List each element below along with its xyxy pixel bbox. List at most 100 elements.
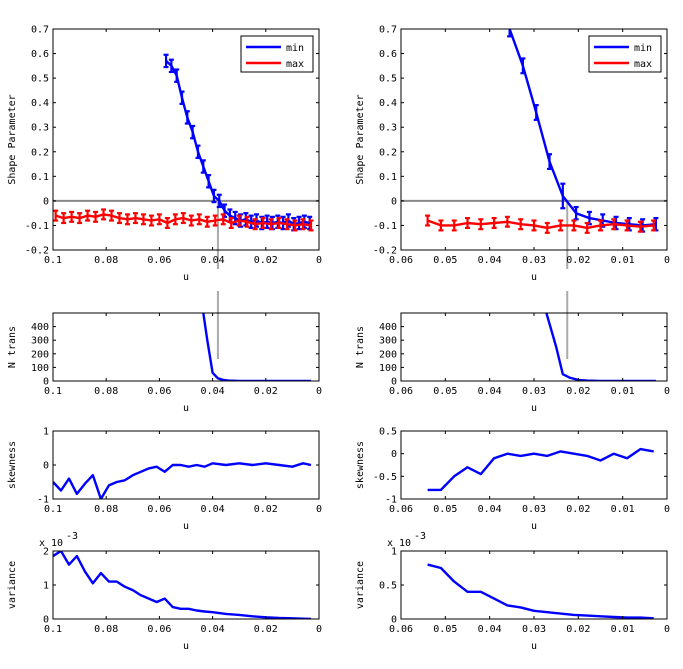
legend-box: [240, 35, 314, 73]
y-tick-label: 0.1: [31, 172, 49, 183]
x-tick-label: 0.04: [201, 624, 225, 635]
y-tick-label: 0.5: [379, 74, 397, 85]
error-bar: [276, 216, 282, 229]
x-tick-label: 0.08: [94, 255, 118, 266]
x-tick-label: 0.04: [478, 255, 502, 266]
error-bar: [560, 182, 566, 210]
x-tick-label: 0.04: [201, 255, 225, 266]
error-bar: [584, 221, 590, 234]
y-tick-label: -1: [37, 495, 49, 506]
legend-label-min: min: [286, 43, 304, 54]
y-tick-label: 400: [31, 322, 49, 333]
x-tick-label: 0.05: [433, 624, 457, 635]
error-bar: [520, 57, 526, 75]
x-tick-label: 0: [664, 386, 670, 397]
error-bar: [268, 218, 274, 231]
y-tick-label: 300: [31, 336, 49, 347]
y-tick-label: 2: [43, 547, 49, 558]
x-tick-label: 0.1: [44, 386, 62, 397]
error-bar: [211, 188, 217, 204]
legend: min max: [240, 35, 314, 73]
error-bar: [184, 110, 190, 125]
error-bar: [180, 212, 186, 225]
x-tick-label: 0.06: [389, 504, 413, 515]
x-axis-label: u: [531, 641, 537, 652]
y-tick-label: -0.2: [373, 246, 397, 257]
x-tick-label: 0.03: [522, 624, 546, 635]
error-bar: [168, 58, 174, 74]
x-tick-label: 0.01: [611, 255, 635, 266]
panel-r1: 0.06 0.05 0.04 0.03 0.02 0.01 0 -0.2 -0.1 0 0.1 0.2…: [355, 25, 670, 284]
error-bar: [93, 210, 99, 223]
error-bar: [637, 220, 643, 233]
y-tick-label: 0.4: [379, 98, 397, 109]
error-bar: [156, 213, 162, 226]
error-bar: [284, 218, 290, 231]
x-tick-label: 0.02: [254, 624, 278, 635]
error-bar: [425, 214, 431, 227]
x-tick-label: 0.02: [566, 386, 590, 397]
y-tick-label: 0: [391, 196, 397, 207]
y-tick-label: -0.2: [25, 246, 49, 257]
y-tick-label: 0: [43, 196, 49, 207]
error-bar: [518, 218, 524, 231]
error-bar: [200, 159, 206, 174]
x-tick-label: 0.02: [566, 255, 590, 266]
x-tick-label: 0: [664, 255, 670, 266]
error-bar: [195, 144, 201, 160]
y-tick-label: 0.1: [379, 172, 397, 183]
y-tick-label: 300: [379, 336, 397, 347]
error-bar: [451, 219, 457, 232]
y-axis-label: skewness: [355, 441, 366, 489]
x-axis-label: u: [183, 641, 189, 652]
y-tick-label: 0.6: [379, 49, 397, 60]
x-tick-label: 0.08: [94, 386, 118, 397]
x-tick-label: 0.05: [433, 386, 457, 397]
x-tick-label: 0.03: [522, 255, 546, 266]
y-tick-label: 200: [379, 349, 397, 360]
axes-box: [52, 312, 320, 382]
error-bar: [204, 215, 210, 228]
series-group: [53, 462, 312, 499]
y-tick-label: -0.1: [373, 221, 397, 232]
error-bar: [598, 219, 603, 232]
legend-label-max: max: [286, 59, 304, 70]
y-axis-label: variance: [7, 561, 18, 609]
x-tick-label: 0.1: [44, 624, 62, 635]
y-tick-label: 0.6: [31, 49, 49, 60]
error-bar: [292, 219, 298, 232]
y-axis-label: variance: [355, 561, 366, 609]
series-group: [427, 563, 654, 619]
x-axis-label: u: [183, 272, 189, 283]
exponent-base: x 10: [39, 538, 63, 549]
y-tick-label: 0.5: [31, 74, 49, 85]
error-bar: [465, 216, 470, 229]
panel-l3: 0.1 0.08 0.06 0.04 0.02 0 -1 0 1 u skewness: [7, 427, 322, 533]
series-line-min: [165, 60, 310, 226]
x-tick-label: 0: [316, 255, 322, 266]
error-bar: [77, 212, 83, 225]
panel-r2: 0.06 0.05 0.04 0.03 0.02 0.01 0 0 100 200 300 400 u N…: [355, 291, 670, 414]
error-bar: [206, 174, 212, 189]
y-tick-label: 1: [391, 547, 397, 558]
x-tick-label: 0.04: [478, 386, 502, 397]
x-tick-label: 0.06: [147, 504, 171, 515]
error-bar: [101, 208, 107, 221]
y-tick-label: 0: [391, 449, 397, 460]
error-bar: [174, 68, 180, 83]
x-tick-label: 0.06: [389, 624, 413, 635]
x-tick-label: 0.06: [147, 386, 171, 397]
error-bar: [544, 221, 550, 234]
x-tick-label: 0.03: [522, 504, 546, 515]
error-bar: [188, 214, 194, 227]
error-bar: [179, 90, 185, 105]
x-tick-label: 0.02: [566, 504, 590, 515]
error-bar: [69, 210, 75, 223]
error-bar: [148, 214, 154, 227]
y-tick-label: 100: [379, 363, 397, 374]
y-tick-label: 0.5: [379, 581, 397, 592]
x-axis-label: u: [183, 403, 189, 414]
error-bar: [244, 215, 250, 228]
x-tick-label: 0.06: [389, 386, 413, 397]
